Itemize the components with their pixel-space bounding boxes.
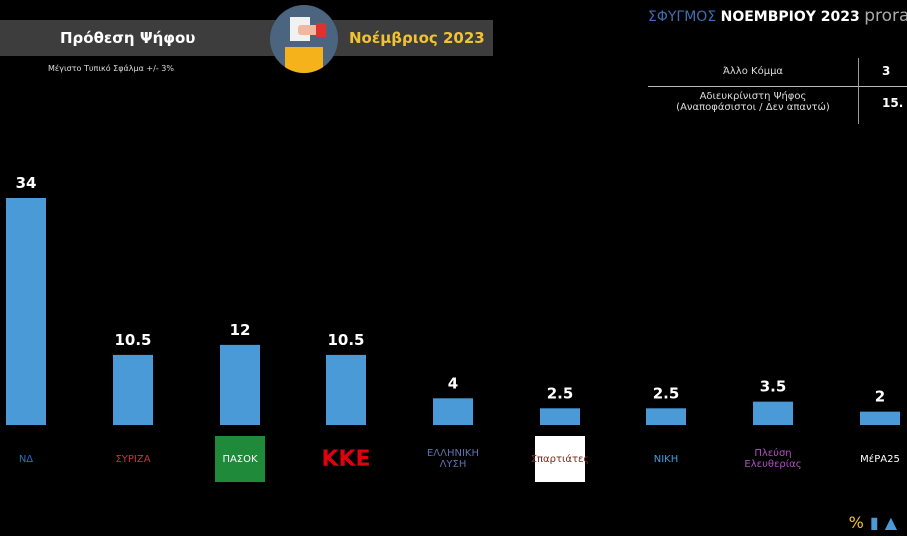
row-value: 15. xyxy=(882,96,904,110)
bar-3 xyxy=(326,354,366,425)
party-logo-2: ΠΑΣΟΚ xyxy=(215,436,265,482)
data-label: 2.5 xyxy=(547,384,574,402)
data-label: 2 xyxy=(875,388,885,406)
bar-7 xyxy=(753,401,793,425)
data-label: 10.5 xyxy=(114,331,151,349)
table-row: Άλλο Κόμμα 3 xyxy=(648,58,907,86)
party-logo-6: ΝΙΚΗ xyxy=(653,453,679,465)
ballot-vote-icon xyxy=(270,5,338,73)
data-label: 12 xyxy=(230,321,251,339)
data-label: 34 xyxy=(16,174,37,192)
brand-part-1: ΣΦΥΓΜΟΣ xyxy=(648,9,717,25)
bar-2 xyxy=(220,344,260,425)
party-logo-7: Πλεύση Ελευθερίας xyxy=(744,448,802,470)
title-banner xyxy=(0,20,493,56)
bar-chart-icon: ▮ xyxy=(869,513,885,532)
party-logo-3: ΚΚΕ xyxy=(321,446,371,472)
data-label: 10.5 xyxy=(327,331,364,349)
data-label: 3.5 xyxy=(760,378,787,396)
row-label: Άλλο Κόμμα xyxy=(722,66,784,77)
data-label: 2.5 xyxy=(653,384,680,402)
bar-6 xyxy=(646,408,686,425)
table-divider xyxy=(858,58,859,124)
brand-header: ΣΦΥΓΜΟΣ ΝΟΕΜΒΡΙΟΥ 2023 prorata xyxy=(648,6,907,26)
survey-date: Νοέμβριος 2023 xyxy=(349,29,485,47)
party-logo-5: Σπαρτιάτες xyxy=(531,436,589,482)
trend-chart-icon: ▲ xyxy=(884,513,903,532)
percent-icon: % xyxy=(848,513,870,532)
bar-1 xyxy=(113,354,153,425)
party-logo-0: ΝΔ xyxy=(18,453,34,465)
bar-4 xyxy=(433,398,473,425)
bar-5 xyxy=(540,408,580,425)
chart-type-icons: %▮▲ xyxy=(849,513,903,532)
party-logo-4: ΕΛΛΗΝΙΚΗ ΛΥΣΗ xyxy=(426,448,480,470)
row-label: Αδιευκρίνιστη Ψήφος (Αναποφάσιστοι / Δεν… xyxy=(676,91,830,113)
brand-logo: prorata xyxy=(864,6,907,26)
margin-of-error: Μέγιστο Τυπικό Σφάλμα +/- 3% xyxy=(48,64,174,73)
party-logo-8: ΜέΡΑ25 xyxy=(860,453,900,465)
table-row: Αδιευκρίνιστη Ψήφος (Αναποφάσιστοι / Δεν… xyxy=(648,86,907,123)
party-logo-1: ΣΥΡΙΖΑ xyxy=(115,453,151,465)
brand-part-2: ΝΟΕΜΒΡΙΟΥ 2023 xyxy=(720,9,860,25)
bar-8 xyxy=(860,411,900,425)
data-label: 4 xyxy=(448,374,458,392)
row-value: 3 xyxy=(882,64,891,78)
other-vote-table: Άλλο Κόμμα 3 Αδιευκρίνιστη Ψήφος (Αναποφ… xyxy=(648,58,907,123)
chart-title: Πρόθεση Ψήφου xyxy=(60,29,196,47)
bar-0 xyxy=(6,198,46,425)
